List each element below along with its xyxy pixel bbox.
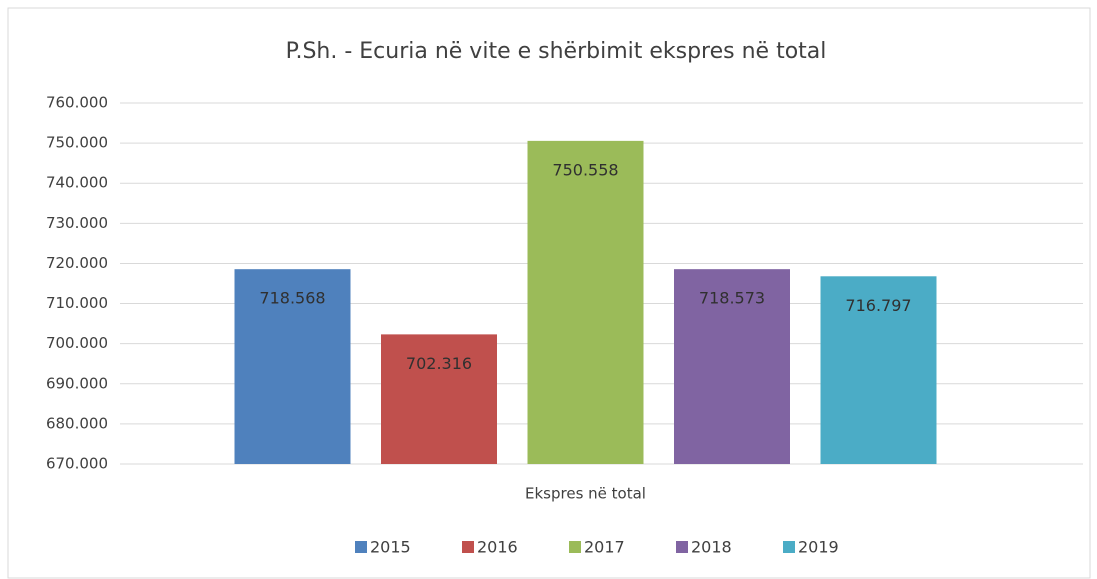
legend-swatch bbox=[355, 541, 367, 553]
bar bbox=[234, 269, 351, 464]
y-tick-label: 750.000 bbox=[46, 134, 108, 152]
legend-swatch bbox=[462, 541, 474, 553]
bar bbox=[674, 269, 790, 464]
x-tick-label: Ekspres në total bbox=[525, 485, 646, 503]
data-label: 718.573 bbox=[699, 289, 765, 308]
legend-label: 2018 bbox=[691, 538, 732, 557]
legend-label: 2016 bbox=[477, 538, 518, 557]
y-tick-label: 690.000 bbox=[46, 374, 108, 392]
y-tick-label: 730.000 bbox=[46, 214, 108, 232]
y-tick-label: 700.000 bbox=[46, 334, 108, 352]
y-tick-label: 710.000 bbox=[46, 294, 108, 312]
y-tick-label: 680.000 bbox=[46, 414, 108, 432]
legend-label: 2015 bbox=[370, 538, 411, 557]
bar bbox=[527, 140, 644, 464]
legend-label: 2019 bbox=[798, 538, 839, 557]
y-tick-label: 670.000 bbox=[46, 455, 108, 473]
legend-swatch bbox=[569, 541, 581, 553]
data-label: 702.316 bbox=[406, 354, 472, 373]
legend-swatch bbox=[783, 541, 795, 553]
y-tick-label: 760.000 bbox=[46, 94, 108, 112]
y-tick-label: 720.000 bbox=[46, 254, 108, 272]
y-tick-label: 740.000 bbox=[46, 174, 108, 192]
data-label: 716.797 bbox=[845, 296, 911, 315]
bar bbox=[820, 276, 937, 464]
bar bbox=[381, 334, 497, 464]
data-label: 750.558 bbox=[552, 160, 618, 179]
data-label: 718.568 bbox=[259, 289, 325, 308]
chart-title: P.Sh. - Ecuria në vite e shërbimit ekspr… bbox=[286, 39, 827, 64]
legend-swatch bbox=[676, 541, 688, 553]
legend-label: 2017 bbox=[584, 538, 625, 557]
